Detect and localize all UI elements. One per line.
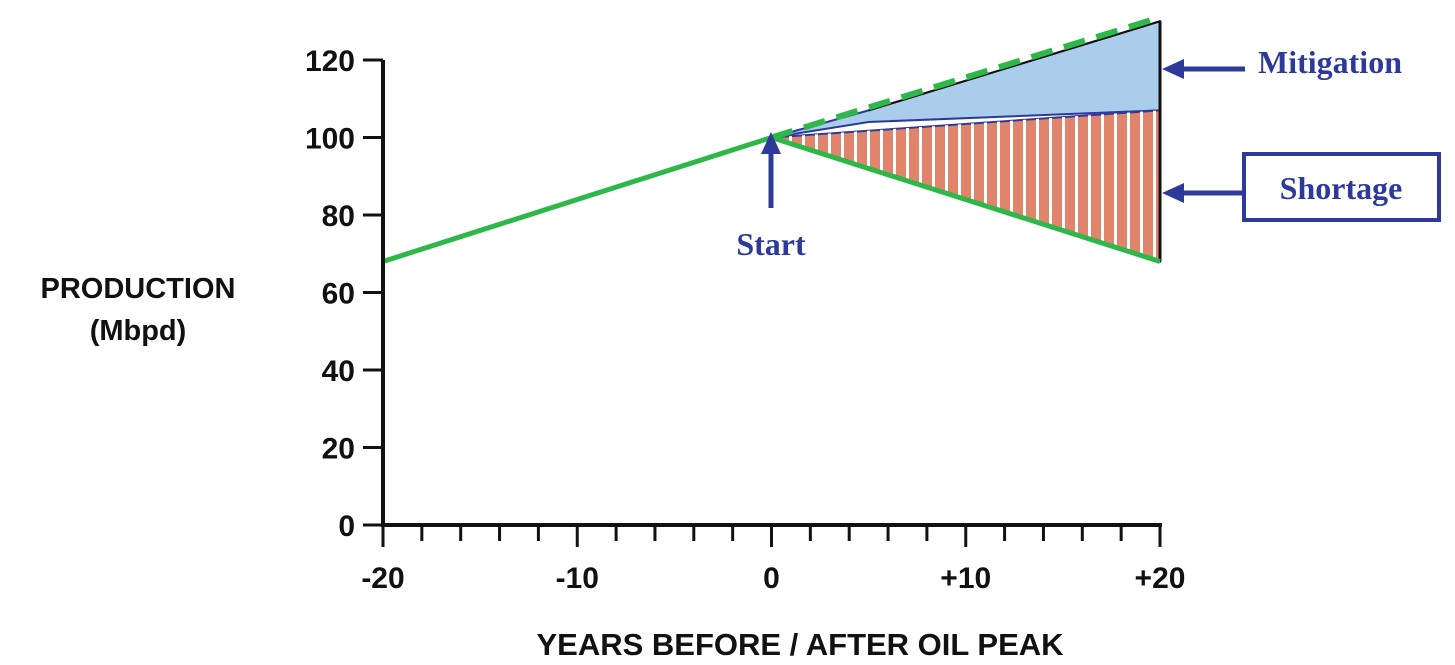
y-tick-label: 120 bbox=[305, 45, 355, 78]
shortage-label: Shortage bbox=[1280, 170, 1403, 206]
y-tick-label: 80 bbox=[322, 200, 355, 233]
annotations-layer: Start Mitigation Shortage bbox=[736, 44, 1441, 262]
y-tick-label: 20 bbox=[322, 433, 355, 466]
ticks-layer: 0 20 40 60 80 100 120 -20 -10 0 +10 +20 bbox=[305, 45, 1186, 595]
shortage-label-box bbox=[1242, 152, 1441, 222]
areas-layer bbox=[771, 19, 1162, 263]
start-arrow-head bbox=[761, 132, 781, 154]
labels-layer: YEARS BEFORE / AFTER OIL PEAK PRODUCTION… bbox=[41, 273, 1065, 662]
x-tick-label: -20 bbox=[361, 562, 404, 595]
y-axis-title-line1: PRODUCTION bbox=[41, 273, 236, 305]
mitigation-arrow-head bbox=[1162, 59, 1184, 79]
shortage-hatch bbox=[776, 110, 1156, 262]
x-tick-label: +10 bbox=[940, 562, 991, 595]
x-tick-label: +20 bbox=[1135, 562, 1186, 595]
x-tick-label: -10 bbox=[556, 562, 599, 595]
y-tick-label: 100 bbox=[305, 123, 355, 156]
shortage-arrow-head bbox=[1162, 183, 1184, 203]
y-axis-title-line2: (Mbpd) bbox=[90, 315, 187, 347]
x-tick-label: 0 bbox=[763, 562, 780, 595]
start-label: Start bbox=[736, 226, 806, 262]
y-tick-label: 60 bbox=[322, 278, 355, 311]
mitigation-label: Mitigation bbox=[1258, 44, 1402, 80]
y-tick-label: 0 bbox=[338, 510, 355, 543]
x-axis-title: YEARS BEFORE / AFTER OIL PEAK bbox=[536, 627, 1064, 662]
y-tick-label: 40 bbox=[322, 355, 355, 388]
